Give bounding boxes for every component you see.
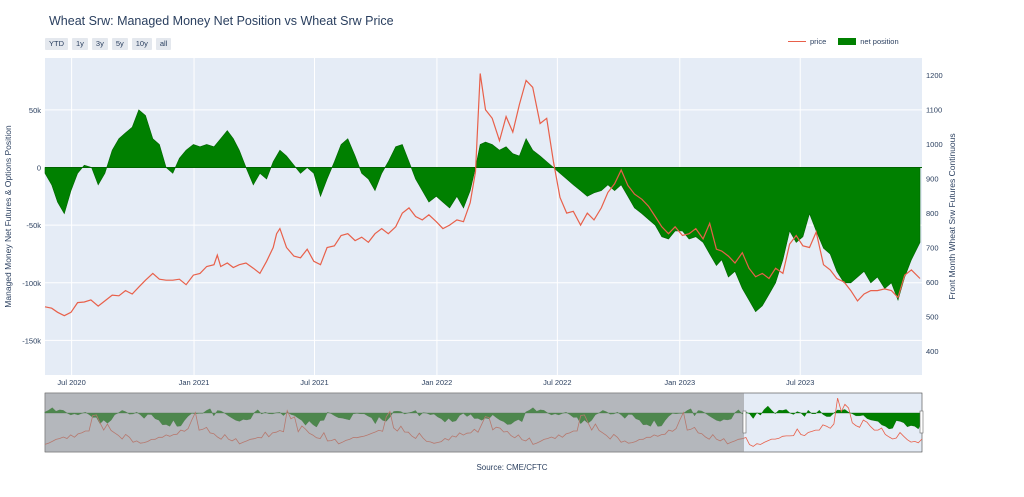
legend: price net position bbox=[788, 37, 911, 46]
legend-item-price[interactable]: price bbox=[788, 37, 826, 46]
left-tick-label: 50k bbox=[29, 106, 41, 115]
x-axis: Jul 2020 Jan 2021 Jul 2021 Jan 2022 Jul 2022… bbox=[57, 378, 814, 387]
x-tick-label: Jan 2023 bbox=[664, 378, 695, 387]
right-tick-label: 900 bbox=[926, 175, 939, 184]
source-note: Source: CME/CFTC bbox=[476, 463, 548, 472]
range-button-1y[interactable]: 1y bbox=[72, 38, 88, 50]
right-tick-label: 600 bbox=[926, 278, 939, 287]
right-tick-label: 1200 bbox=[926, 71, 943, 80]
slider-mask bbox=[45, 393, 744, 452]
range-button-10y[interactable]: 10y bbox=[131, 38, 152, 50]
range-selector: YTD 1y 3y 5y 10y all bbox=[45, 38, 172, 50]
x-tick-label: Jul 2023 bbox=[786, 378, 814, 387]
x-tick-label: Jul 2022 bbox=[543, 378, 571, 387]
x-tick-label: Jan 2021 bbox=[179, 378, 210, 387]
x-tick-label: Jul 2020 bbox=[57, 378, 85, 387]
net-position-area bbox=[44, 109, 921, 313]
x-tick-label: Jul 2021 bbox=[300, 378, 328, 387]
right-tick-label: 800 bbox=[926, 209, 939, 218]
slider-handle-left bbox=[742, 410, 747, 434]
range-button-ytd[interactable]: YTD bbox=[45, 38, 68, 50]
left-tick-label: -100k bbox=[22, 279, 41, 288]
slider-handle-right bbox=[919, 410, 924, 434]
right-tick-label: 400 bbox=[926, 347, 939, 356]
main-plot bbox=[44, 58, 922, 375]
legend-swatch-price bbox=[788, 41, 806, 42]
right-axis-title: Front Month Wheat Srw Futures Continuous bbox=[947, 133, 957, 299]
range-button-all[interactable]: all bbox=[155, 38, 172, 50]
chart-title: Wheat Srw: Managed Money Net Position vs… bbox=[49, 14, 394, 28]
legend-item-net-position[interactable]: net position bbox=[838, 37, 899, 46]
legend-label-price: price bbox=[810, 37, 827, 46]
right-tick-label: 500 bbox=[926, 312, 939, 321]
range-slider bbox=[44, 392, 924, 453]
left-axis-title: Managed Money Net Futures & Options Posi… bbox=[3, 125, 13, 308]
price-line bbox=[44, 73, 921, 317]
range-button-5y[interactable]: 5y bbox=[111, 38, 128, 50]
right-tick-label: 1100 bbox=[926, 106, 942, 115]
right-tick-label: 1000 bbox=[926, 140, 943, 149]
legend-label-net-position: net position bbox=[860, 37, 899, 46]
left-tick-label: -150k bbox=[22, 336, 41, 345]
left-tick-label: 0 bbox=[37, 164, 41, 173]
range-button-3y[interactable]: 3y bbox=[91, 38, 108, 50]
legend-swatch-net-position bbox=[838, 38, 857, 45]
right-axis: 1200 1100 1000 900 800 700 600 500 400 Front Mont… bbox=[926, 71, 957, 356]
left-tick-label: -50k bbox=[26, 221, 41, 230]
right-tick-label: 700 bbox=[926, 244, 939, 253]
x-tick-label: Jan 2022 bbox=[421, 378, 452, 387]
left-axis: 50k 0 -50k -100k -150k Managed Money Net Futu… bbox=[3, 106, 41, 346]
